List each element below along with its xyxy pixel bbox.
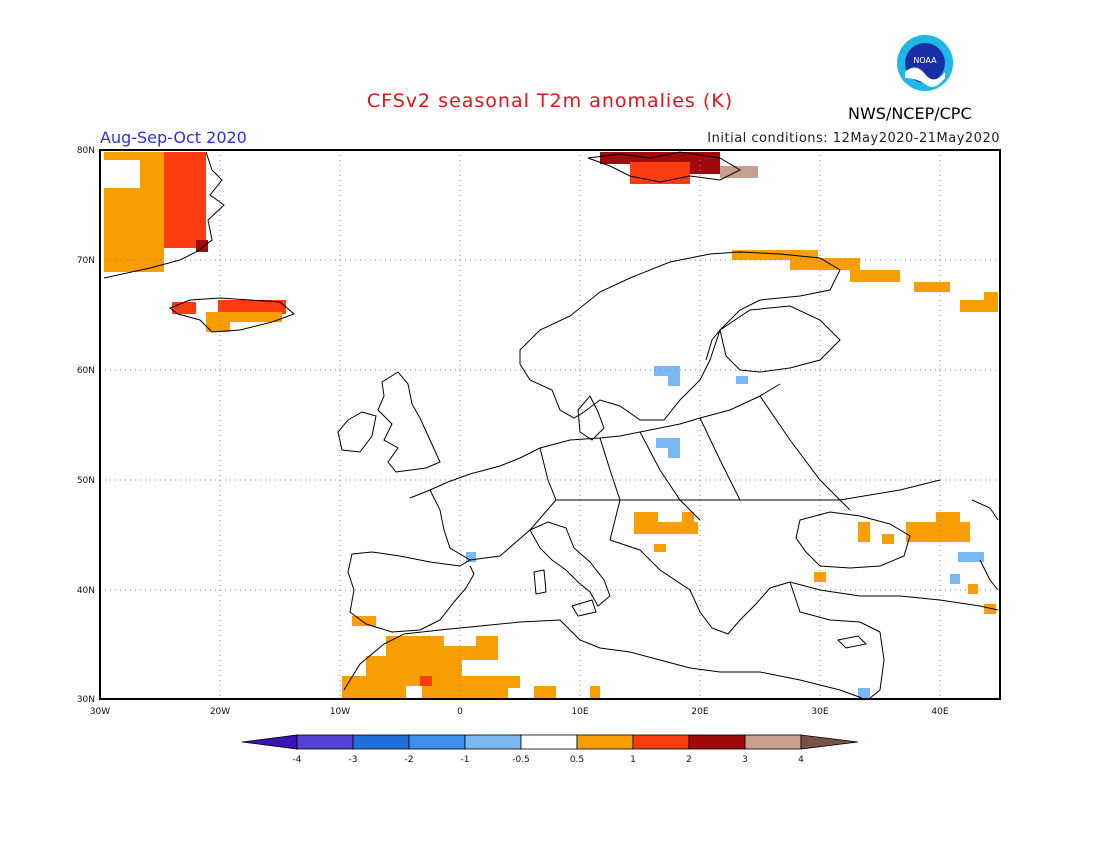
colorbar-label: -4 xyxy=(293,755,302,765)
forecast-period: Aug-Sep-Oct 2020 xyxy=(100,128,247,147)
colorbar-label: -0.5 xyxy=(512,755,530,765)
colorbar-label: -3 xyxy=(349,755,358,765)
lon-label: 20E xyxy=(691,707,708,717)
anomaly-cells xyxy=(104,152,998,698)
colorbar-segment xyxy=(296,734,354,750)
colorbar-segment xyxy=(632,734,690,750)
colorbar-label: -1 xyxy=(461,755,470,765)
colorbar-label: 3 xyxy=(742,755,748,765)
lon-label: 20W xyxy=(210,707,230,717)
map-title: CFSv2 seasonal T2m anomalies (K) xyxy=(366,90,734,112)
colorbar-label: 2 xyxy=(686,755,692,765)
organization-label: NWS/NCEP/CPC xyxy=(848,104,972,123)
lon-label: 40E xyxy=(931,707,948,717)
lon-label: 0 xyxy=(457,707,463,717)
colorbar-label: 0.5 xyxy=(570,755,584,765)
lat-label: 50N xyxy=(77,476,95,486)
colorbar-segment xyxy=(520,734,578,750)
lat-label: 40N xyxy=(77,586,95,596)
colorbar-segment xyxy=(352,734,410,750)
lon-label: 10E xyxy=(571,707,588,717)
colorbar-low-triangle xyxy=(241,734,298,750)
lat-label: 80N xyxy=(77,146,95,156)
colorbar-segment xyxy=(576,734,634,750)
lat-label: 30N xyxy=(77,695,95,705)
colorbar: -4 -3 -2 -1 -0.5 0.5 1 2 3 4 xyxy=(241,734,859,765)
lat-label: 60N xyxy=(77,366,95,376)
colorbar-segment xyxy=(464,734,522,750)
colorbar-segment xyxy=(408,734,466,750)
colorbar-segment xyxy=(744,734,802,750)
noaa-logo-icon: NOAA xyxy=(897,35,953,91)
lon-label: 30E xyxy=(811,707,828,717)
coastlines xyxy=(103,151,999,699)
longitude-labels: 30W 20W 10W 0 10E 20E 30E 40E xyxy=(90,707,949,717)
lon-label: 10W xyxy=(330,707,350,717)
colorbar-segment xyxy=(688,734,746,750)
colorbar-label: 1 xyxy=(630,755,636,765)
grid-lines xyxy=(100,150,1000,699)
logo-text: NOAA xyxy=(913,56,937,65)
lat-label: 70N xyxy=(77,256,95,266)
map-frame xyxy=(99,149,1001,700)
initial-conditions: Initial conditions: 12May2020-21May2020 xyxy=(707,131,1000,146)
latitude-labels: 80N 70N 60N 50N 40N 30N xyxy=(77,146,95,705)
colorbar-high-triangle xyxy=(800,734,859,750)
lon-label: 30W xyxy=(90,707,110,717)
colorbar-label: -2 xyxy=(405,755,414,765)
colorbar-label: 4 xyxy=(798,755,804,765)
